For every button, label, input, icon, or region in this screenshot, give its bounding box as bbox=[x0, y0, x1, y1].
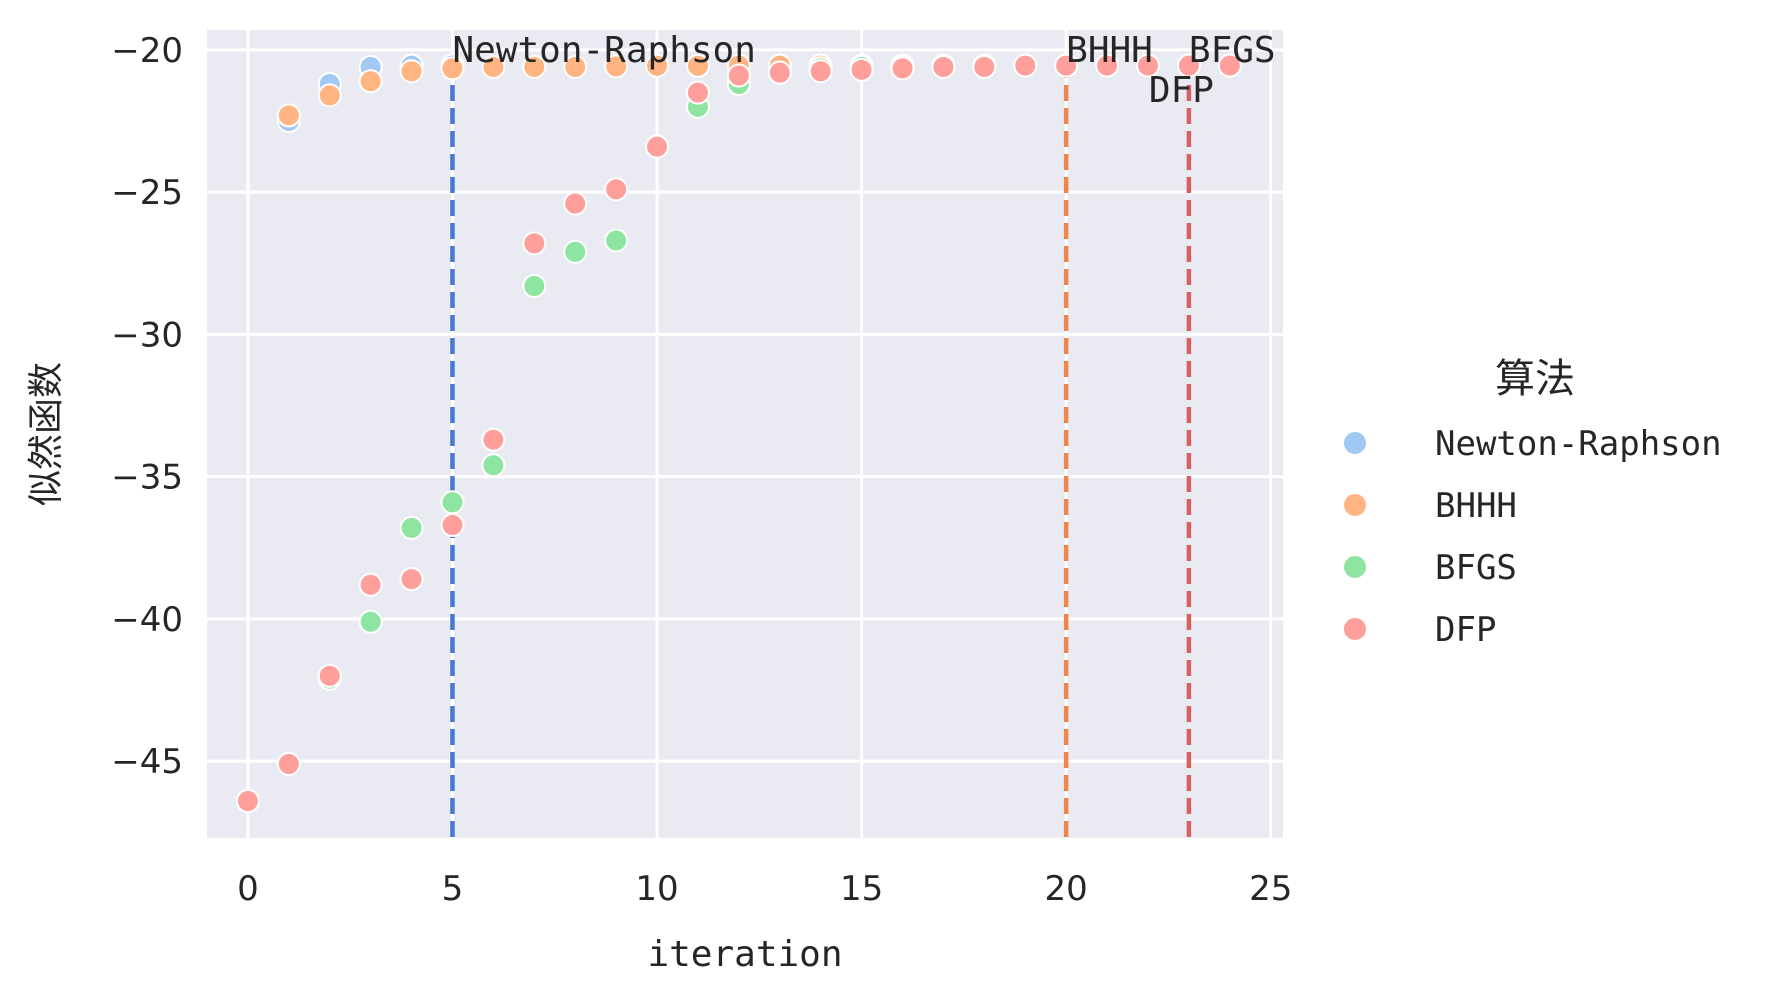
convergence-label: BFGS bbox=[1189, 30, 1276, 71]
data-point bbox=[522, 54, 547, 79]
data-point bbox=[440, 490, 465, 515]
data-point bbox=[358, 572, 383, 597]
data-point bbox=[358, 609, 383, 634]
ticks: 0 5 10 15 20 25 −20 −25 −30 −35 −40 −45 bbox=[111, 31, 1292, 909]
data-point bbox=[563, 191, 588, 216]
convergence-label: Newton-Raphson bbox=[452, 30, 755, 71]
data-point bbox=[276, 752, 301, 777]
data-point bbox=[358, 69, 383, 94]
y-tick-label: −45 bbox=[111, 742, 183, 782]
data-point bbox=[481, 453, 506, 478]
data-point bbox=[645, 134, 670, 159]
data-point bbox=[399, 59, 424, 84]
y-axis-label: 似然函数 bbox=[26, 362, 67, 506]
data-point bbox=[604, 54, 629, 79]
data-point bbox=[645, 53, 670, 78]
legend-label: Newton-Raphson bbox=[1435, 424, 1722, 464]
legend-title: 算法 bbox=[1495, 356, 1575, 402]
x-tick-label: 5 bbox=[442, 869, 464, 909]
data-point bbox=[440, 513, 465, 538]
legend-marker bbox=[1342, 616, 1368, 642]
data-point bbox=[604, 228, 629, 253]
convergence-label: DFP bbox=[1149, 70, 1214, 111]
x-tick-label: 0 bbox=[237, 869, 259, 909]
data-point bbox=[972, 54, 997, 79]
y-tick-label: −40 bbox=[111, 600, 183, 640]
convergence-lines bbox=[450, 62, 1192, 838]
data-point bbox=[685, 80, 710, 105]
data-point bbox=[399, 515, 424, 540]
x-tick-label: 20 bbox=[1045, 869, 1088, 909]
data-point bbox=[563, 54, 588, 79]
data-point bbox=[522, 274, 547, 299]
x-tick-label: 10 bbox=[635, 869, 678, 909]
data-point bbox=[522, 231, 547, 256]
data-point bbox=[440, 56, 465, 81]
x-axis-label: iteration bbox=[647, 934, 842, 975]
x-tick-label: 25 bbox=[1249, 869, 1292, 909]
legend-label: DFP bbox=[1435, 610, 1496, 650]
data-point bbox=[317, 83, 342, 108]
data-point bbox=[563, 239, 588, 264]
data-point bbox=[890, 56, 915, 81]
data-point bbox=[685, 53, 710, 78]
data-point bbox=[808, 59, 833, 84]
legend-label: BHHH bbox=[1435, 486, 1517, 526]
data-point bbox=[604, 177, 629, 202]
plot-area bbox=[207, 30, 1283, 838]
y-tick-label: −35 bbox=[111, 458, 183, 498]
legend-marker bbox=[1342, 492, 1368, 518]
data-point bbox=[317, 663, 342, 688]
data-point bbox=[849, 57, 874, 82]
convergence-label: BHHH bbox=[1066, 30, 1153, 71]
data-point bbox=[767, 60, 792, 85]
data-point bbox=[1054, 53, 1079, 78]
y-tick-label: −25 bbox=[111, 173, 183, 213]
legend-marker bbox=[1342, 430, 1368, 456]
data-point bbox=[1135, 53, 1160, 78]
data-point bbox=[726, 63, 751, 88]
data-point bbox=[276, 103, 301, 128]
data-point bbox=[481, 427, 506, 452]
data-point bbox=[1176, 53, 1201, 78]
data-point bbox=[1013, 53, 1038, 78]
data-point bbox=[235, 789, 260, 814]
data-point bbox=[1095, 53, 1120, 78]
data-point bbox=[931, 54, 956, 79]
y-tick-label: −30 bbox=[111, 315, 183, 355]
y-tick-label: −20 bbox=[111, 31, 183, 71]
legend: 算法 Newton-Raphson BHHH BFGS DFP bbox=[1342, 356, 1722, 650]
data-points bbox=[235, 53, 1242, 814]
legend-marker bbox=[1342, 554, 1368, 580]
x-tick-label: 15 bbox=[840, 869, 883, 909]
data-point bbox=[481, 54, 506, 79]
data-point bbox=[1217, 53, 1242, 78]
data-point bbox=[399, 567, 424, 592]
legend-label: BFGS bbox=[1435, 548, 1517, 588]
